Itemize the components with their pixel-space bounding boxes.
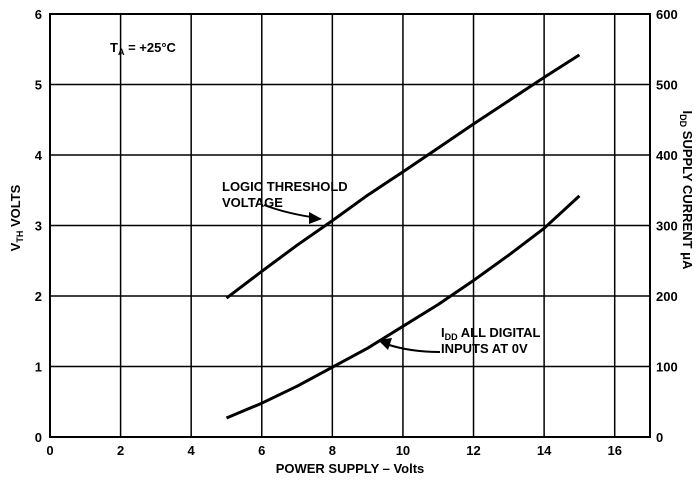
y-left-tick-label: 3 xyxy=(35,219,42,234)
plot-frame xyxy=(49,13,651,438)
y-left-tick-label: 4 xyxy=(35,148,43,163)
y-left-tick-label: 6 xyxy=(35,7,42,22)
y-left-tick-label: 5 xyxy=(35,78,42,93)
grid-lines xyxy=(49,13,650,438)
y-left-tick-label: 2 xyxy=(35,289,42,304)
y-right-tick-label: 100 xyxy=(656,360,678,375)
threshold-arrowhead xyxy=(309,212,322,224)
x-tick-label: 0 xyxy=(46,443,53,458)
idd-main: I xyxy=(441,325,445,340)
y-left-label-sub: TH xyxy=(15,231,25,243)
y-right-axis-label: IDD SUPPLY CURRENT μA xyxy=(678,111,695,271)
y-left-axis-label: VTH VOLTS xyxy=(8,184,25,251)
x-tick-label: 8 xyxy=(329,443,336,458)
x-tick-label: 10 xyxy=(396,443,410,458)
y-right-label-rest: SUPPLY CURRENT μA xyxy=(680,127,695,270)
series-line-logic-threshold xyxy=(225,53,581,300)
x-tick-label: 6 xyxy=(258,443,265,458)
idd-rest: ALL DIGITAL xyxy=(458,325,541,340)
idd-arrow xyxy=(385,343,441,353)
y-right-tick-label: 600 xyxy=(656,7,678,22)
x-tick-label: 14 xyxy=(537,443,552,458)
y-right-tick-label: 0 xyxy=(656,430,663,445)
idd-label-line2: INPUTS AT 0V xyxy=(441,341,528,356)
threshold-label-line1: LOGIC THRESHOLD xyxy=(222,179,348,194)
y-left-tick-label: 1 xyxy=(35,360,42,375)
x-axis-label: POWER SUPPLY – Volts xyxy=(276,461,425,476)
threshold-label: LOGIC THRESHOLD VOLTAGE xyxy=(222,179,348,224)
y-right-axis-ticks: 0 100 200 300 400 500 600 xyxy=(656,7,678,445)
temp-rest: = +25°C xyxy=(124,40,176,55)
x-tick-label: 12 xyxy=(466,443,480,458)
series-line-idd-current xyxy=(225,194,581,420)
y-right-label-main: I xyxy=(680,111,695,115)
idd-arrowhead xyxy=(378,338,392,350)
x-axis-ticks: 0 2 4 6 8 10 12 14 16 xyxy=(46,443,622,458)
idd-label: IDD ALL DIGITAL INPUTS AT 0V xyxy=(378,325,540,356)
y-right-tick-label: 200 xyxy=(656,289,678,304)
x-tick-label: 16 xyxy=(607,443,621,458)
y-left-label-rest: VOLTS xyxy=(8,184,23,230)
temp-sub: A xyxy=(118,47,125,57)
y-left-tick-label: 0 xyxy=(35,430,42,445)
series-lines xyxy=(225,53,581,420)
temp-main: T xyxy=(110,40,118,55)
y-right-tick-label: 400 xyxy=(656,148,678,163)
y-left-label-main: V xyxy=(8,242,23,251)
y-right-tick-label: 300 xyxy=(656,219,678,234)
y-left-axis-ticks: 0 1 2 3 4 5 6 xyxy=(35,7,43,445)
idd-sub: DD xyxy=(445,332,458,342)
y-right-tick-label: 500 xyxy=(656,78,678,93)
y-right-label-sub: DD xyxy=(678,114,688,127)
idd-label-line1: IDD ALL DIGITAL xyxy=(441,325,540,342)
temperature-annotation: TA = +25°C xyxy=(110,40,177,57)
x-tick-label: 2 xyxy=(117,443,124,458)
x-tick-label: 4 xyxy=(188,443,196,458)
